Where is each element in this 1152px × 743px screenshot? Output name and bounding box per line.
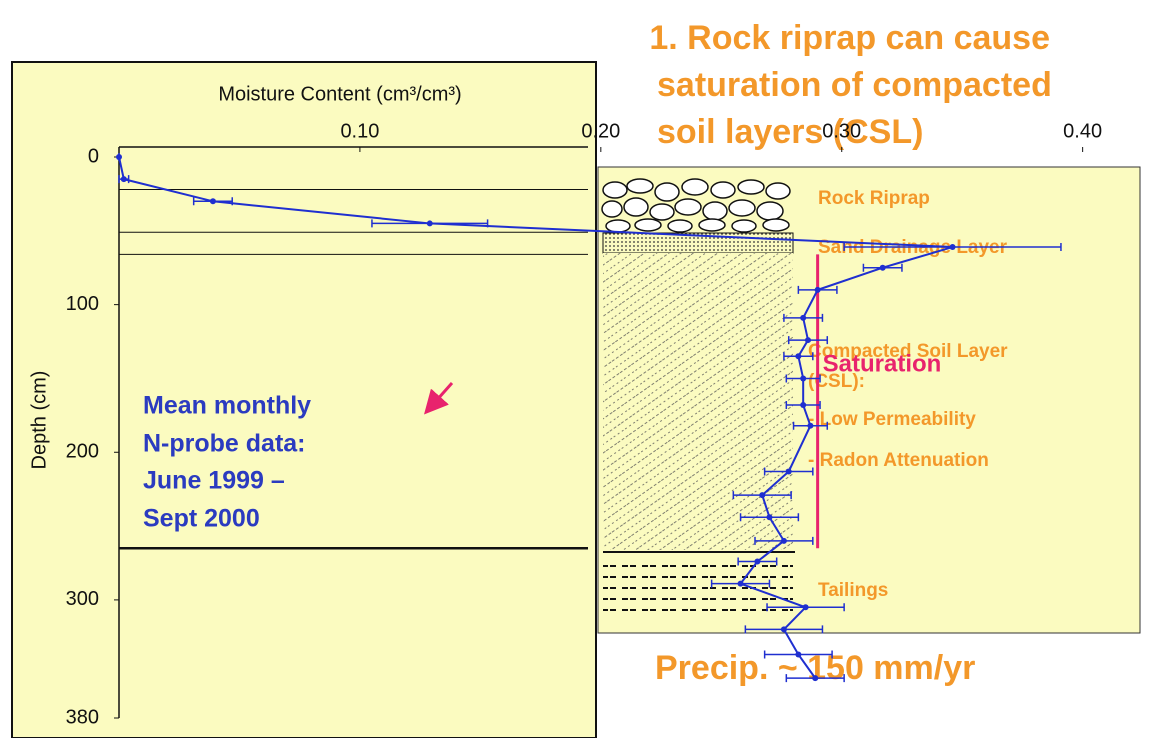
data-point — [800, 402, 806, 408]
data-point — [781, 626, 787, 632]
x-tick-label: 0.10 — [340, 120, 379, 142]
data-point — [815, 287, 821, 293]
title-line: saturation of compacted — [657, 66, 1052, 104]
data-point — [795, 353, 801, 359]
csl-layer — [603, 253, 793, 550]
title-line: 1. Rock riprap can cause — [649, 19, 1050, 57]
data-point — [766, 514, 772, 520]
layer-label: Rock Riprap — [818, 188, 930, 209]
data-point — [759, 492, 765, 498]
annotation-line: Sept 2000 — [143, 505, 260, 533]
data-point — [738, 581, 744, 587]
data-point — [427, 220, 433, 226]
y-tick-label: 0 — [88, 145, 99, 167]
data-point — [880, 265, 886, 271]
y-tick-label: 300 — [66, 588, 99, 610]
annotation-line: June 1999 – — [143, 467, 285, 495]
data-point — [754, 559, 760, 565]
data-point — [805, 337, 811, 343]
data-point — [121, 176, 127, 182]
layer-label: Tailings — [818, 580, 888, 601]
annotation-line: N-probe data: — [143, 430, 306, 458]
tailings-layer — [603, 556, 793, 620]
data-point — [795, 652, 801, 658]
data-point — [210, 198, 216, 204]
saturation-label: Saturation — [823, 350, 942, 377]
y-tick-label: 380 — [66, 706, 99, 728]
x-tick-label: 0.40 — [1063, 120, 1102, 142]
data-point — [950, 244, 956, 250]
annotation-line: Mean monthly — [143, 392, 311, 420]
data-point — [800, 375, 806, 381]
data-point — [800, 315, 806, 321]
data-point — [116, 154, 122, 160]
y-tick-label: 200 — [66, 441, 99, 463]
data-point — [803, 604, 809, 610]
x-tick-label: 0.20 — [581, 120, 620, 142]
data-point — [781, 538, 787, 544]
x-axis-label: Moisture Content (cm³/cm³) — [218, 83, 461, 105]
y-tick-label: 100 — [66, 293, 99, 315]
layer-label: - Low Permeability — [808, 409, 976, 430]
x-tick-label: 0.30 — [822, 120, 861, 142]
y-axis-label: Depth (cm) — [28, 371, 50, 470]
data-point — [807, 423, 813, 429]
layer-label: - Radon Attenuation — [808, 450, 989, 471]
data-point — [812, 675, 818, 681]
data-point — [786, 468, 792, 474]
title-line: soil layers (CSL) — [657, 113, 923, 151]
slide: 1. Rock riprap can cause saturation of c… — [0, 0, 1152, 738]
